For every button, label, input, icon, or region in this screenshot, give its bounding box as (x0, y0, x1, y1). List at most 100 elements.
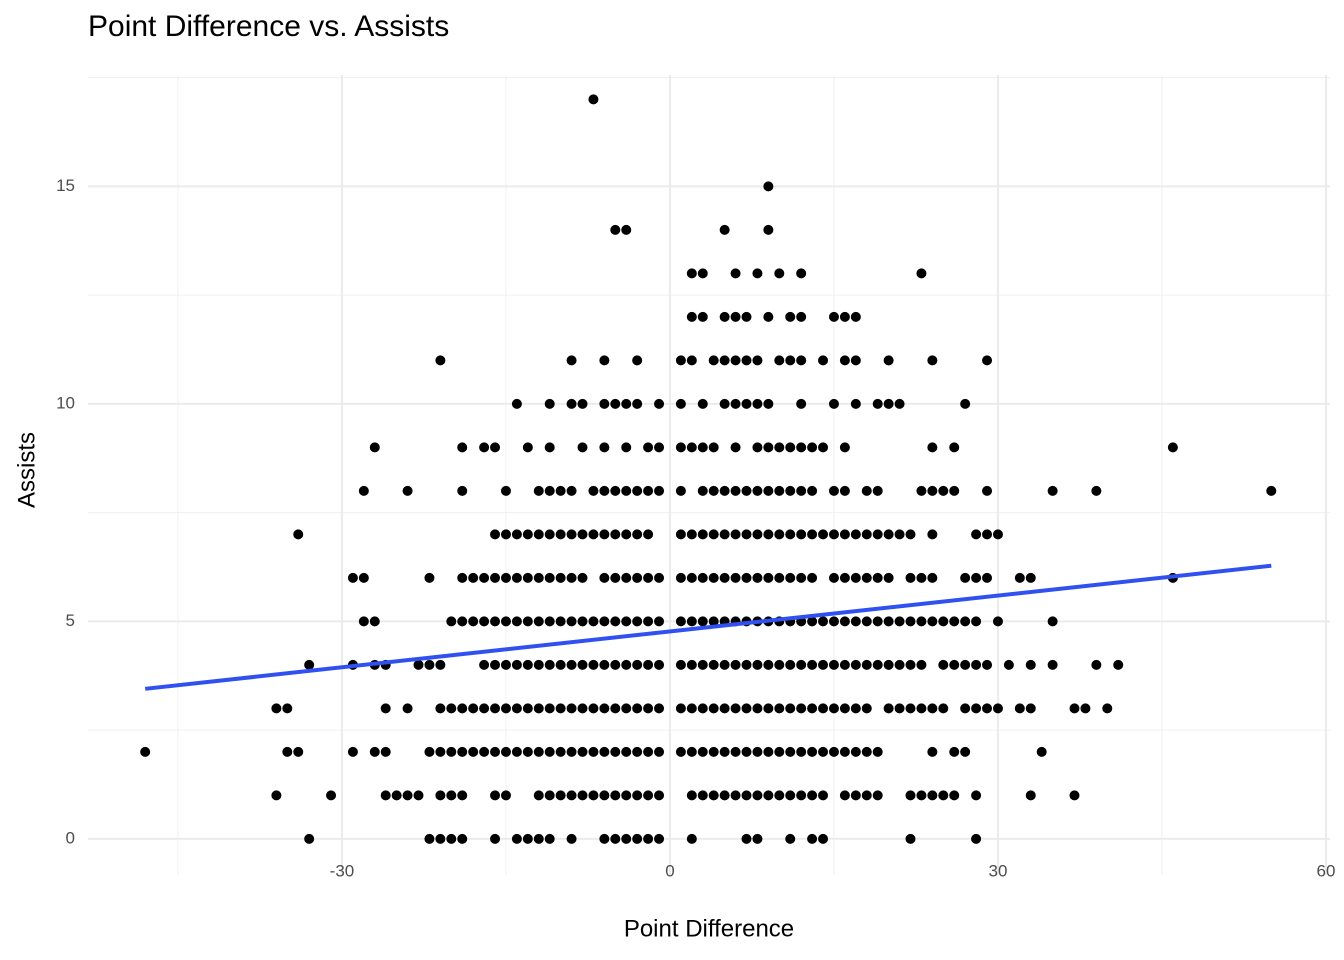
point (675, 616, 686, 627)
point (828, 311, 839, 322)
point (927, 485, 938, 496)
point (839, 485, 850, 496)
point (588, 529, 599, 540)
point (861, 790, 872, 801)
point (610, 703, 621, 714)
point (347, 746, 358, 757)
point (719, 659, 730, 670)
point (949, 442, 960, 453)
point (468, 746, 479, 757)
point (490, 572, 501, 583)
point (588, 485, 599, 496)
point (413, 659, 424, 670)
point (752, 355, 763, 366)
point (719, 790, 730, 801)
point (632, 572, 643, 583)
point (807, 616, 818, 627)
point (763, 659, 774, 670)
point (883, 355, 894, 366)
point (369, 746, 380, 757)
point (1036, 746, 1047, 757)
point (708, 529, 719, 540)
point (577, 529, 588, 540)
point (610, 224, 621, 235)
point (282, 703, 293, 714)
point (894, 659, 905, 670)
point (697, 442, 708, 453)
point (796, 311, 807, 322)
point (796, 355, 807, 366)
point (632, 746, 643, 757)
point (643, 703, 654, 714)
point (916, 616, 927, 627)
point (500, 529, 511, 540)
point (719, 224, 730, 235)
point (533, 485, 544, 496)
point (577, 746, 588, 757)
point (457, 746, 468, 757)
point (1025, 703, 1036, 714)
point (839, 746, 850, 757)
point (566, 572, 577, 583)
point (905, 833, 916, 844)
point (839, 572, 850, 583)
point (490, 790, 501, 801)
point (621, 746, 632, 757)
point (1091, 485, 1102, 496)
point (457, 790, 468, 801)
point (654, 442, 665, 453)
point (818, 529, 829, 540)
point (807, 790, 818, 801)
point (632, 616, 643, 627)
point (675, 572, 686, 583)
x-tick-label: 60 (1316, 861, 1335, 880)
point (599, 703, 610, 714)
x-tick-label: 30 (989, 861, 1008, 880)
point (424, 833, 435, 844)
point (632, 790, 643, 801)
point (675, 485, 686, 496)
point (894, 616, 905, 627)
point (621, 485, 632, 496)
point (697, 616, 708, 627)
point (927, 616, 938, 627)
point (566, 616, 577, 627)
point (555, 616, 566, 627)
point (511, 703, 522, 714)
point (807, 485, 818, 496)
point (1167, 442, 1178, 453)
point (446, 703, 457, 714)
point (533, 833, 544, 844)
point (708, 442, 719, 453)
point (533, 659, 544, 670)
point (632, 659, 643, 670)
point (621, 833, 632, 844)
point (807, 572, 818, 583)
point (435, 746, 446, 757)
point (544, 790, 555, 801)
point (511, 529, 522, 540)
point (927, 529, 938, 540)
point (490, 703, 501, 714)
point (730, 485, 741, 496)
point (785, 703, 796, 714)
point (708, 746, 719, 757)
point (446, 746, 457, 757)
point (982, 485, 993, 496)
point (490, 442, 501, 453)
point (916, 790, 927, 801)
point (730, 398, 741, 409)
point (1113, 659, 1124, 670)
point (369, 616, 380, 627)
point (500, 616, 511, 627)
point (796, 703, 807, 714)
point (774, 572, 785, 583)
point (632, 703, 643, 714)
point (949, 659, 960, 670)
point (697, 398, 708, 409)
point (828, 529, 839, 540)
point (621, 790, 632, 801)
point (500, 703, 511, 714)
point (588, 703, 599, 714)
y-tick-label: 0 (66, 828, 75, 847)
